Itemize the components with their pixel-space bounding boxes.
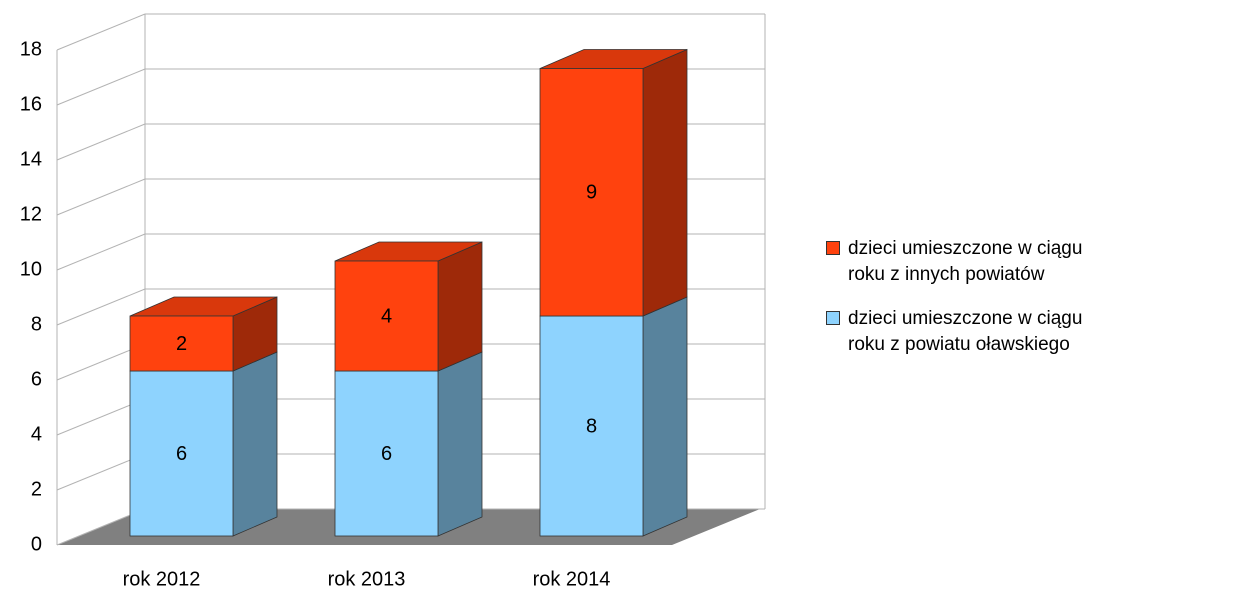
- grid-line: [56, 233, 146, 271]
- legend-swatch: [826, 311, 840, 325]
- grid-line: [56, 178, 146, 216]
- y-tick-label: 10: [20, 258, 42, 280]
- legend-label: dzieci umieszczone w ciągu roku z powiat…: [848, 308, 1083, 355]
- y-tick-label: 4: [31, 423, 42, 445]
- bar: [334, 260, 439, 372]
- bar: [539, 68, 644, 317]
- legend-label: dzieci umieszczone w ciągu roku z innych…: [848, 238, 1083, 285]
- data-label: 9: [586, 182, 597, 204]
- data-label: 8: [586, 415, 597, 437]
- y-tick-label: 0: [31, 533, 42, 555]
- y-tick-label: 14: [20, 148, 42, 170]
- bar: [334, 370, 439, 537]
- bar-side: [232, 351, 278, 537]
- grid-line: [56, 68, 146, 106]
- data-label: 2: [176, 333, 187, 355]
- y-tick-label: 8: [31, 313, 42, 335]
- grid-line: [56, 288, 146, 326]
- y-tick-label: 12: [20, 203, 42, 225]
- y-tick-label: 2: [31, 478, 42, 500]
- legend-swatch: [826, 241, 840, 255]
- x-tick-label: rok 2014: [533, 568, 611, 590]
- data-label: 4: [381, 305, 392, 327]
- grid-line: [56, 123, 146, 161]
- bar: [539, 315, 644, 537]
- bar-side: [437, 351, 483, 537]
- y-tick-label: 16: [20, 93, 42, 115]
- bar: [129, 370, 234, 537]
- legend-entry: dzieci umieszczone w ciągu roku z innych…: [826, 236, 1126, 288]
- y-tick-label: 6: [31, 368, 42, 390]
- data-label: 6: [381, 443, 392, 465]
- bar-side: [642, 48, 688, 317]
- bar: [129, 315, 234, 372]
- bar-side: [642, 296, 688, 537]
- x-tick-label: rok 2012: [123, 568, 201, 590]
- bar-side: [437, 241, 483, 372]
- legend-entry: dzieci umieszczone w ciągu roku z powiat…: [826, 306, 1126, 358]
- x-tick-label: rok 2013: [328, 568, 406, 590]
- y-tick-label: 18: [20, 38, 42, 60]
- data-label: 6: [176, 443, 187, 465]
- grid-line: [56, 13, 146, 51]
